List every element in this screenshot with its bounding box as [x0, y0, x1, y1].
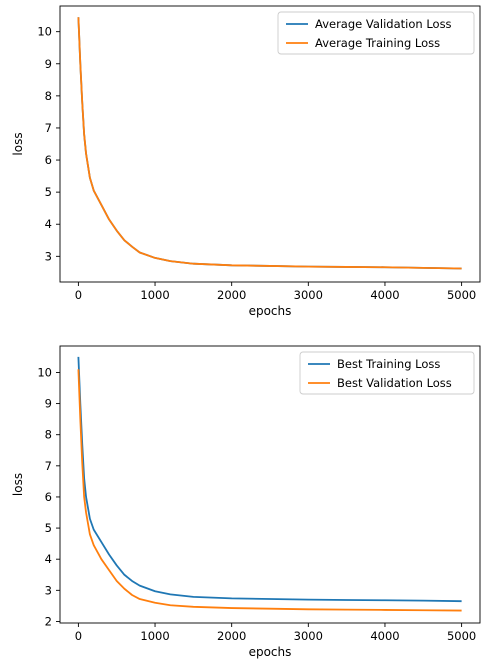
y-tick-label: 6 [45, 153, 52, 167]
x-tick-label: 1000 [140, 629, 169, 643]
legend-label: Best Training Loss [337, 357, 440, 371]
y-tick-label: 4 [45, 217, 52, 231]
legend: Best Training Loss Best Validation Loss [299, 351, 475, 395]
y-tick-label: 5 [45, 185, 52, 199]
y-tick-label: 3 [45, 249, 52, 263]
y-tick-label: 3 [45, 583, 52, 597]
x-tick-label: 5000 [447, 629, 476, 643]
legend-box [299, 351, 475, 395]
y-tick-label: 9 [45, 397, 52, 411]
x-tick-label: 4000 [370, 629, 399, 643]
x-tick-label: 2000 [217, 288, 246, 302]
x-tick-label: 5000 [447, 288, 476, 302]
y-tick-label: 5 [45, 521, 52, 535]
legend-box [277, 11, 475, 55]
y-tick-label: 2 [45, 614, 52, 628]
x-axis-label: epochs [249, 304, 292, 318]
legend-label: Best Validation Loss [337, 376, 452, 390]
x-tick-label: 2000 [217, 629, 246, 643]
x-tick-label: 1000 [140, 288, 169, 302]
y-axis-label: loss [11, 473, 25, 496]
y-tick-label: 6 [45, 490, 52, 504]
x-tick-label: 3000 [294, 629, 323, 643]
x-axis-label: epochs [249, 645, 292, 659]
y-tick-label: 8 [45, 89, 52, 103]
x-tick-label: 4000 [370, 288, 399, 302]
y-tick-label: 8 [45, 428, 52, 442]
plot-frame [59, 345, 481, 624]
legend: Average Validation Loss Average Training … [277, 11, 475, 55]
x-tick-label: 3000 [294, 288, 323, 302]
y-tick-label: 4 [45, 552, 52, 566]
x-tick-label: 0 [75, 288, 82, 302]
plot-frame [59, 5, 481, 283]
legend-label: Average Validation Loss [315, 17, 452, 31]
legend-label: Average Training Loss [315, 36, 440, 50]
y-tick-label: 7 [45, 121, 52, 135]
chart-2: 0 1000 2000 3000 4000 5000 2 3 4 5 6 7 8 9 10 epochs los… [11, 345, 481, 659]
y-tick-label: 10 [37, 25, 52, 39]
y-tick-label: 10 [37, 365, 52, 379]
series-line-1 [77, 17, 462, 270]
series-line-2 [77, 369, 462, 612]
chart-1: 0 1000 2000 3000 4000 5000 3 4 5 6 7 8 9 10 epochs loss… [11, 5, 481, 318]
series-line-2 [77, 17, 462, 270]
series-line-1 [77, 356, 462, 603]
y-axis-label: loss [11, 132, 25, 155]
y-tick-label: 9 [45, 57, 52, 71]
x-tick-label: 0 [75, 629, 82, 643]
y-tick-label: 7 [45, 459, 52, 473]
